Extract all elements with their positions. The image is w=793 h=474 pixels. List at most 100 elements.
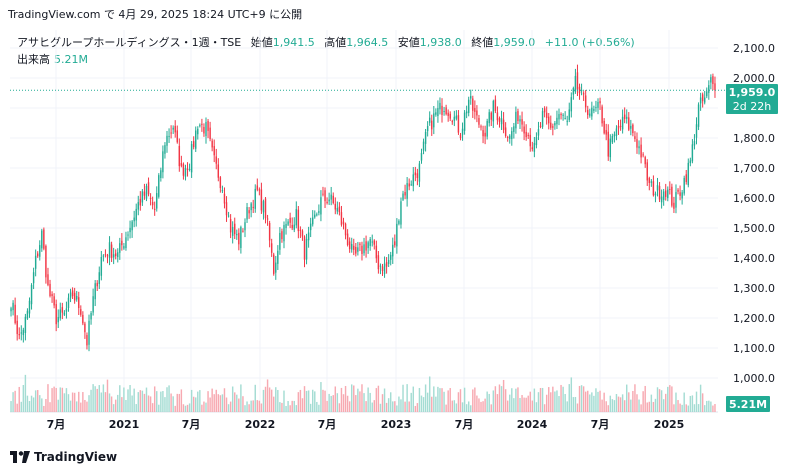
volume-bar bbox=[151, 403, 154, 412]
candle-body bbox=[238, 232, 240, 245]
candle-body bbox=[244, 222, 246, 231]
candle-body bbox=[201, 123, 203, 125]
volume-bar bbox=[205, 402, 207, 412]
volume-bar bbox=[201, 404, 203, 412]
volume-bar bbox=[671, 386, 673, 412]
candle-body bbox=[494, 99, 497, 111]
volume-bar bbox=[638, 399, 640, 412]
volume-bar bbox=[59, 387, 62, 412]
candle-body bbox=[293, 224, 295, 230]
volume-bar bbox=[371, 402, 373, 412]
volume-bar bbox=[656, 387, 659, 412]
candle-body bbox=[541, 111, 544, 127]
volume-tag: 5.21M bbox=[726, 396, 770, 412]
candle-body bbox=[16, 320, 18, 335]
candle-body bbox=[658, 186, 661, 200]
candle-body bbox=[535, 137, 538, 146]
candle-body bbox=[71, 290, 74, 297]
candle-body bbox=[545, 112, 548, 119]
volume-bar bbox=[623, 400, 626, 412]
candle-body bbox=[570, 97, 573, 112]
volume-bar bbox=[240, 384, 242, 412]
volume-bar bbox=[562, 386, 564, 412]
candle-body bbox=[681, 192, 683, 199]
candle-body bbox=[240, 227, 242, 248]
candle-body bbox=[270, 243, 273, 253]
candle-body bbox=[190, 144, 193, 173]
volume-bar bbox=[500, 386, 503, 412]
volume-bar bbox=[318, 404, 320, 412]
volume-bar bbox=[125, 400, 127, 412]
candle-body bbox=[498, 118, 501, 122]
volume-bar bbox=[162, 391, 164, 412]
volume-bar bbox=[472, 389, 474, 412]
volume-bar bbox=[28, 401, 31, 412]
candle-body bbox=[84, 323, 86, 333]
volume-bar bbox=[634, 384, 636, 412]
footer-brand[interactable]: TradingView bbox=[10, 450, 117, 464]
candle-body bbox=[428, 117, 431, 123]
candle-body bbox=[141, 191, 144, 203]
volume-bar bbox=[664, 393, 667, 412]
volume-bar bbox=[389, 392, 392, 412]
volume-bar bbox=[537, 392, 540, 412]
volume-bar bbox=[238, 398, 240, 412]
candle-body bbox=[554, 123, 556, 126]
volume-bar bbox=[10, 401, 12, 412]
volume-bar bbox=[166, 387, 168, 412]
candle-body bbox=[250, 203, 252, 211]
volume-bar bbox=[170, 393, 172, 412]
volume-bar bbox=[685, 404, 687, 412]
volume-bar bbox=[55, 387, 57, 412]
candle-body bbox=[482, 130, 484, 137]
x-tick-label: 7月 bbox=[182, 418, 201, 431]
volume-bar bbox=[478, 398, 480, 412]
candle-body bbox=[361, 245, 363, 254]
chart-legend: アサヒグループホールディングス・1週・TSE 始値1,941.5 高値1,964… bbox=[17, 34, 635, 50]
volume-bar bbox=[420, 395, 423, 412]
volume-bar bbox=[90, 389, 92, 412]
y-tick-label: 1,100.0 bbox=[733, 342, 775, 355]
candle-body bbox=[556, 117, 558, 125]
candle-body bbox=[480, 126, 482, 128]
candle-body bbox=[652, 181, 655, 196]
candle-body bbox=[110, 244, 113, 258]
low-value: 1,938.0 bbox=[419, 36, 462, 49]
candle-body bbox=[714, 83, 716, 91]
volume-bar bbox=[617, 396, 620, 412]
candle-body bbox=[484, 132, 486, 137]
x-tick-label: 7月 bbox=[47, 418, 66, 431]
volume-bar bbox=[344, 385, 347, 412]
volume-bar bbox=[39, 395, 41, 412]
candle-body bbox=[346, 233, 349, 245]
volume-bar bbox=[53, 386, 55, 412]
volume-bar bbox=[509, 394, 511, 412]
candle-body bbox=[712, 76, 714, 85]
volume-bar bbox=[273, 396, 275, 412]
volume-bar bbox=[139, 390, 142, 412]
candle-body bbox=[634, 136, 636, 139]
candle-body bbox=[506, 136, 509, 138]
candle-body bbox=[248, 210, 250, 214]
volume-bar bbox=[595, 388, 597, 412]
volume-bar bbox=[149, 396, 152, 412]
candle-body bbox=[400, 201, 402, 225]
candle-body bbox=[416, 173, 419, 179]
volume-bar bbox=[355, 395, 357, 412]
candle-body bbox=[211, 140, 213, 148]
volume-bar bbox=[350, 384, 353, 412]
volume-bar bbox=[207, 391, 209, 412]
volume-bar bbox=[244, 405, 246, 412]
candle-body bbox=[465, 111, 468, 114]
candle-body bbox=[98, 272, 100, 284]
candle-body bbox=[102, 255, 105, 257]
candle-body bbox=[221, 190, 224, 192]
volume-bar bbox=[539, 387, 542, 412]
candle-body bbox=[662, 191, 665, 200]
volume-bar bbox=[476, 395, 478, 412]
publish-caption: TradingView.com で 4月 29, 2025 18:24 UTC+… bbox=[8, 8, 303, 21]
candle-body bbox=[149, 197, 152, 199]
volume-bar bbox=[32, 397, 35, 412]
candle-body bbox=[529, 134, 531, 147]
